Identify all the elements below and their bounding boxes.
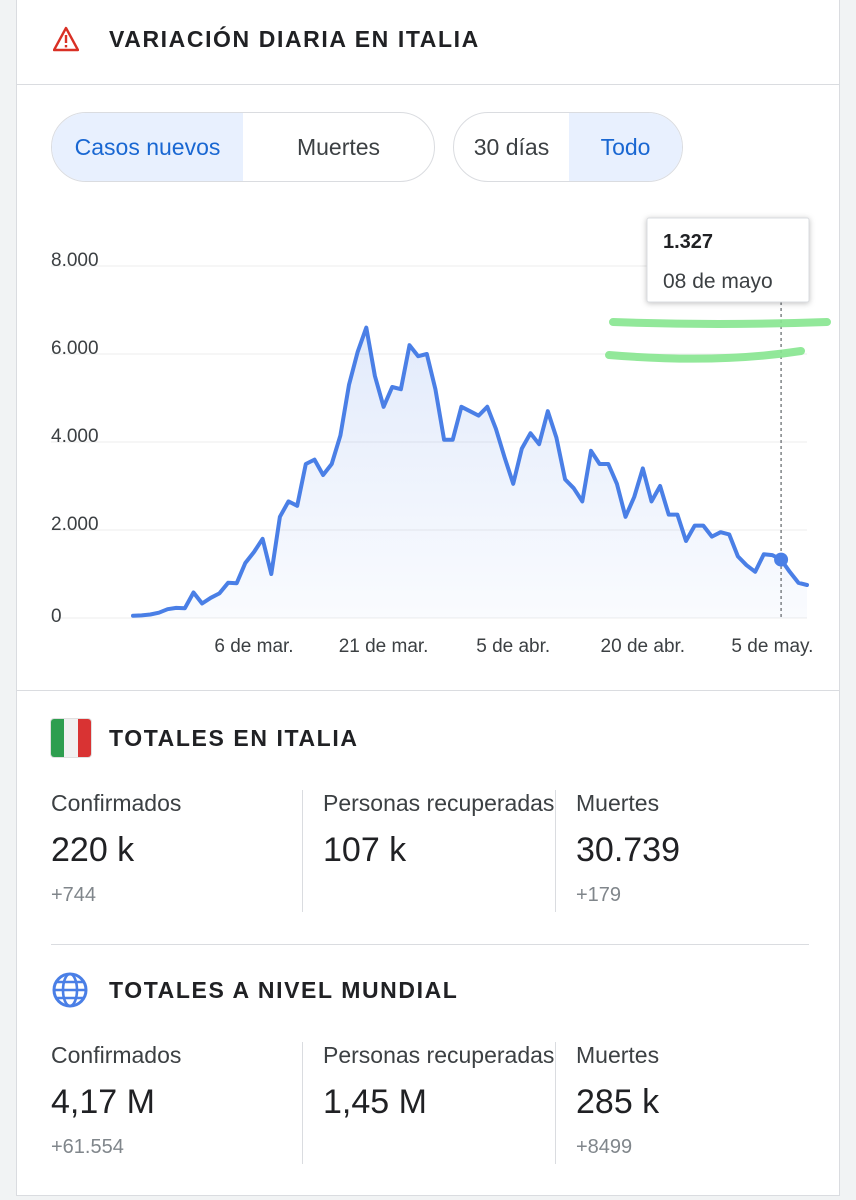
x-tick-label: 5 de abr. — [476, 636, 550, 657]
tooltip: 1.327 08 de mayo — [646, 217, 810, 303]
stat-value: 285 k — [576, 1083, 660, 1121]
stat-label: Muertes — [576, 790, 660, 816]
y-axis-labels: 0 2.000 4.000 6.000 8.000 — [51, 250, 99, 627]
italy-stat-deaths: Muertes 30.739 +179 — [576, 790, 826, 916]
tab-new-cases[interactable]: Casos nuevos — [52, 113, 243, 181]
globe-icon — [51, 971, 89, 1009]
highlight-stroke-1 — [609, 318, 831, 328]
highlight-point[interactable] — [774, 552, 789, 567]
italy-title: TOTALES EN ITALIA — [109, 724, 359, 751]
covid-card: VARIACIÓN DIARIA EN ITALIA Casos nuevos … — [16, 0, 840, 1196]
italy-stats: Confirmados 220 k +744 Personas recupera… — [17, 790, 839, 920]
column-separator — [302, 790, 303, 912]
range-toggle: 30 días Todo — [453, 112, 683, 182]
tooltip-value: 1.327 — [663, 231, 713, 253]
stat-label: Confirmados — [51, 1042, 182, 1068]
metric-toggle: Casos nuevos Muertes — [51, 112, 435, 182]
stat-delta: +61.554 — [51, 1136, 124, 1158]
tab-30-days[interactable]: 30 días — [473, 133, 550, 160]
stat-label: Personas recuperadas — [323, 790, 555, 816]
series-area — [133, 327, 807, 618]
tooltip-date: 08 de mayo — [663, 270, 773, 293]
world-title: TOTALES A NIVEL MUNDIAL — [109, 976, 459, 1003]
highlight-stroke-2 — [605, 347, 805, 363]
column-separator — [555, 790, 556, 912]
italy-header: TOTALES EN ITALIA — [17, 716, 839, 760]
y-tick-label: 4.000 — [51, 426, 99, 447]
daily-cases-chart[interactable]: 0 2.000 4.000 6.000 8.000 6 de mar. 21 de mar… — [17, 200, 839, 680]
stat-label: Confirmados — [51, 790, 182, 816]
x-tick-label: 21 de mar. — [339, 636, 429, 657]
series-line-new-cases — [131, 325, 809, 618]
y-tick-label: 2.000 — [51, 514, 99, 535]
stat-delta: +179 — [576, 884, 622, 906]
x-tick-label: 20 de abr. — [601, 636, 686, 657]
stat-value: 30.739 — [576, 831, 680, 869]
world-stat-confirmed: Confirmados 4,17 M +61.554 — [51, 1042, 301, 1168]
variation-header: VARIACIÓN DIARIA EN ITALIA — [17, 14, 839, 64]
x-axis-labels: 6 de mar. 21 de mar. 5 de abr. 20 de abr. 5 … — [214, 636, 813, 657]
y-tick-label: 0 — [51, 606, 62, 627]
tab-deaths[interactable]: Muertes — [296, 133, 381, 160]
stat-value: 4,17 M — [51, 1083, 155, 1121]
stat-value: 1,45 M — [323, 1083, 427, 1121]
stat-delta: +744 — [51, 884, 97, 906]
column-separator — [302, 1042, 303, 1164]
world-stats: Confirmados 4,17 M +61.554 Personas recu… — [17, 1042, 839, 1172]
divider — [17, 690, 839, 691]
world-stat-deaths: Muertes 285 k +8499 — [576, 1042, 826, 1168]
stat-label: Muertes — [576, 1042, 660, 1068]
stat-value: 107 k — [323, 831, 407, 869]
italy-stat-confirmed: Confirmados 220 k +744 — [51, 790, 301, 916]
stat-value: 220 k — [51, 831, 135, 869]
stat-delta: +8499 — [576, 1136, 633, 1158]
italy-flag-icon — [51, 719, 91, 757]
divider — [17, 84, 839, 85]
column-separator — [555, 1042, 556, 1164]
world-header: TOTALES A NIVEL MUNDIAL — [17, 968, 839, 1012]
x-tick-label: 6 de mar. — [214, 636, 293, 657]
tab-all[interactable]: Todo — [569, 113, 682, 181]
divider — [51, 944, 809, 945]
variation-title: VARIACIÓN DIARIA EN ITALIA — [109, 25, 480, 52]
y-tick-label: 8.000 — [51, 250, 99, 271]
italy-stat-recovered: Personas recuperadas 107 k — [323, 790, 555, 916]
stat-label: Personas recuperadas — [323, 1042, 555, 1068]
world-stat-recovered: Personas recuperadas 1,45 M — [323, 1042, 555, 1168]
y-tick-label: 6.000 — [51, 338, 99, 359]
x-tick-label: 5 de may. — [731, 636, 813, 657]
warning-icon — [52, 26, 80, 52]
